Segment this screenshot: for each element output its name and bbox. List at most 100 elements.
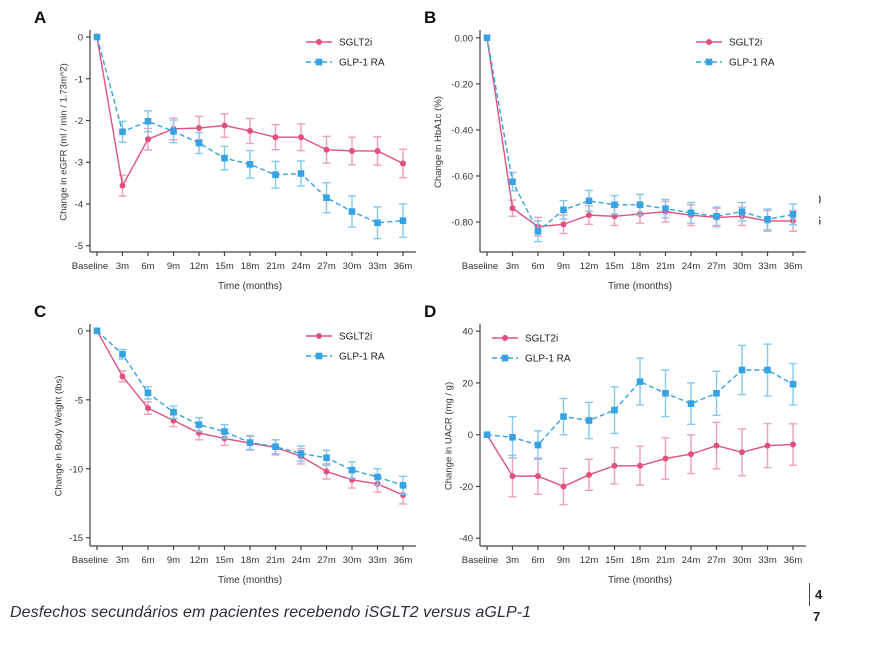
svg-text:33m: 33m [368,261,387,272]
chart-uacr: 40 20 0 -20 -40 Baseline 3m 6m 9m 12m 15m 18m 21m 24m… [443,324,806,586]
svg-text:27m: 27m [317,261,336,272]
svg-text:30m: 30m [343,261,362,272]
svg-text:21m: 21m [266,261,285,272]
svg-text:9m: 9m [167,261,180,272]
svg-text:30m: 30m [733,261,752,272]
edge-fragment-top: 0 [819,192,827,208]
chart-body-weight: 0 -5 -10 -15 Baseline 3m 6m 9m 12m 15m 18m 21m 24m 27… [53,324,416,586]
svg-text:33m: 33m [758,555,777,566]
svg-text:Time (months): Time (months) [218,281,282,292]
svg-text:0: 0 [468,430,473,441]
svg-text:12m: 12m [190,261,209,272]
panel-a-label: A [34,8,47,27]
svg-text:21m: 21m [656,555,675,566]
page-number-bottom: 7 [813,608,821,624]
svg-text:18m: 18m [631,555,650,566]
svg-text:GLP-1 RA: GLP-1 RA [525,354,571,365]
svg-text:Time (months): Time (months) [608,575,672,586]
svg-text:30m: 30m [733,555,752,566]
svg-text:6m: 6m [531,261,544,272]
svg-text:-40: -40 [459,534,473,545]
svg-text:Baseline: Baseline [462,555,498,566]
svg-text:Change in HbA1c (%): Change in HbA1c (%) [433,96,444,188]
svg-text:33m: 33m [758,261,777,272]
svg-text:0.00: 0.00 [455,33,474,44]
svg-text:3m: 3m [116,555,129,566]
svg-text:36m: 36m [784,261,803,272]
svg-text:Change in Body Weight (lbs): Change in Body Weight (lbs) [53,376,64,497]
svg-text:30m: 30m [343,555,362,566]
svg-text:36m: 36m [394,261,413,272]
panel-d-label: D [424,302,437,321]
svg-text:-2: -2 [75,116,83,127]
page-number: 4 7 [809,583,822,626]
svg-text:3m: 3m [116,261,129,272]
svg-text:3m: 3m [506,261,519,272]
svg-text:33m: 33m [368,555,387,566]
svg-text:27m: 27m [707,555,726,566]
svg-text:18m: 18m [241,555,260,566]
svg-text:18m: 18m [241,261,260,272]
svg-text:18m: 18m [631,261,650,272]
svg-text:-5: -5 [75,241,83,252]
svg-text:GLP-1 RA: GLP-1 RA [339,352,385,363]
svg-text:-5: -5 [75,395,83,406]
svg-text:40: 40 [462,327,473,338]
svg-text:-1: -1 [75,74,83,85]
svg-text:GLP-1 RA: GLP-1 RA [339,58,385,69]
svg-text:-0.20: -0.20 [451,79,473,90]
svg-text:-4: -4 [75,199,83,210]
svg-text:15m: 15m [215,555,234,566]
svg-text:SGLT2i: SGLT2i [339,38,372,49]
chart-egfr: 0 -1 -2 -3 -4 -5 Baseline 3m 6m 9m 12m 15m 18m 21m 24m… [59,30,416,292]
panel-b: B 0.00 -0.20 -0.40 -0.60 -0.80 Baseline 3m 6m 9m… [418,6,816,300]
svg-text:27m: 27m [707,261,726,272]
svg-text:Baseline: Baseline [462,261,498,272]
svg-text:3m: 3m [506,555,519,566]
svg-text:0: 0 [78,326,83,337]
svg-text:21m: 21m [266,555,285,566]
svg-text:24m: 24m [682,261,701,272]
svg-text:SGLT2i: SGLT2i [525,334,558,345]
svg-text:15m: 15m [605,555,624,566]
svg-text:6m: 6m [141,261,154,272]
svg-text:9m: 9m [557,261,570,272]
svg-text:-15: -15 [69,533,83,544]
svg-text:-0.60: -0.60 [451,171,473,182]
svg-text:6m: 6m [531,555,544,566]
svg-text:Baseline: Baseline [72,261,108,272]
svg-text:6m: 6m [141,555,154,566]
svg-text:-10: -10 [69,464,83,475]
svg-text:15m: 15m [215,261,234,272]
svg-text:GLP-1 RA: GLP-1 RA [729,58,775,69]
svg-text:9m: 9m [557,555,570,566]
panel-a: A 0 -1 -2 -3 -4 -5 Baseline 3m 6m 9m 12m 15m 18m 21m 2… [28,6,426,300]
svg-text:Time (months): Time (months) [218,575,282,586]
svg-text:15m: 15m [605,261,624,272]
svg-text:Change in UACR (mg / g): Change in UACR (mg / g) [443,382,454,490]
svg-text:36m: 36m [394,555,413,566]
svg-text:9m: 9m [167,555,180,566]
svg-text:36m: 36m [784,555,803,566]
svg-text:12m: 12m [580,555,599,566]
svg-text:27m: 27m [317,555,336,566]
svg-text:-0.80: -0.80 [451,218,473,229]
page-number-top: 4 [809,583,822,606]
svg-text:21m: 21m [656,261,675,272]
svg-text:24m: 24m [292,555,311,566]
svg-text:20: 20 [462,378,473,389]
svg-text:24m: 24m [292,261,311,272]
panel-c: C 0 -5 -10 -15 Baseline 3m 6m 9m 12m 15m 18m 21m 24m… [28,300,426,594]
svg-text:Baseline: Baseline [72,555,108,566]
svg-text:-20: -20 [459,482,473,493]
svg-text:SGLT2i: SGLT2i [339,332,372,343]
svg-text:-3: -3 [75,158,83,169]
svg-text:SGLT2i: SGLT2i [729,38,762,49]
svg-text:12m: 12m [580,261,599,272]
svg-text:24m: 24m [682,555,701,566]
panel-c-label: C [34,302,47,321]
edge-fragment-bottom: 6 [819,213,827,229]
svg-text:Change in eGFR (ml / min / 1.7: Change in eGFR (ml / min / 1.73m^2) [59,63,70,221]
svg-text:0: 0 [78,33,83,44]
